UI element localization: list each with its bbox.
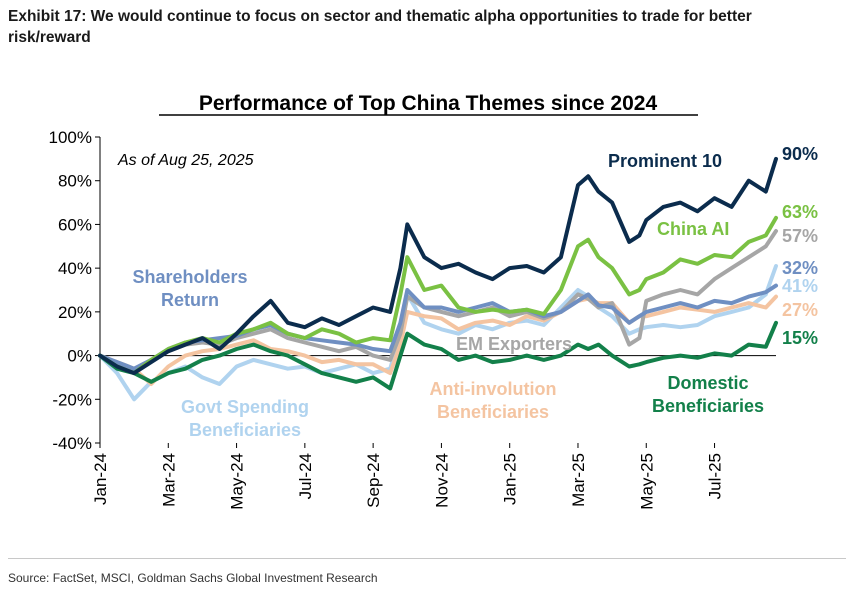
series-label-shareholders-return: Shareholders <box>132 267 247 287</box>
series-line-govt-spending-beneficiaries <box>98 264 778 402</box>
x-tick-label: Jan-25 <box>501 453 520 505</box>
series-label-domestic-beneficiaries: Domestic <box>667 373 748 393</box>
x-tick-label: Mar-25 <box>569 453 588 507</box>
end-value-label-anti-involution-beneficiaries: 27% <box>782 300 818 320</box>
x-tick-label: Jul-24 <box>296 453 315 499</box>
exhibit-caption: Exhibit 17: We would continue to focus o… <box>8 6 808 48</box>
end-value-label-prominent-10: 90% <box>782 144 818 164</box>
x-tick-label: Mar-24 <box>159 453 178 507</box>
exhibit-caption-line2: risk/reward <box>8 29 91 46</box>
y-tick-label: 60% <box>58 215 92 234</box>
series-line-prominent-10 <box>98 156 778 376</box>
end-value-label-em-exporters: 57% <box>782 226 818 246</box>
x-tick-label: Jul-25 <box>706 453 725 499</box>
series-label-govt-spending-beneficiaries: Govt Spending <box>181 397 309 417</box>
source-note: Source: FactSet, MSCI, Goldman Sachs Glo… <box>8 571 378 585</box>
y-tick-label: -40% <box>52 434 92 453</box>
end-value-label-govt-spending-beneficiaries: 41% <box>782 276 818 296</box>
series-line-em-exporters <box>98 229 778 373</box>
x-tick-label: Jan-24 <box>91 453 110 505</box>
series-line-domestic-beneficiaries <box>98 320 778 391</box>
series-label-anti-involution-beneficiaries: Anti-involution <box>430 379 557 399</box>
performance-chart: Performance of Top China Themes since 20… <box>49 92 819 510</box>
end-value-label-shareholders-return: 32% <box>782 258 818 278</box>
series-label-china-ai: China AI <box>657 219 729 239</box>
series-label-shareholders-return: Return <box>161 290 219 310</box>
as-of-annotation: As of Aug 25, 2025 <box>117 152 254 169</box>
series-line-china-ai <box>98 215 778 376</box>
series-label-prominent-10: Prominent 10 <box>608 151 722 171</box>
y-tick-label: 40% <box>58 259 92 278</box>
x-tick-label: Sep-24 <box>364 453 383 508</box>
series-label-domestic-beneficiaries: Beneficiaries <box>652 396 764 416</box>
end-value-label-domestic-beneficiaries: 15% <box>782 328 818 348</box>
chart-title: Performance of Top China Themes since 20… <box>199 92 658 115</box>
y-tick-label: 0% <box>67 347 92 366</box>
series-lines <box>98 156 778 402</box>
y-tick-label: 20% <box>58 303 92 322</box>
footer-rule <box>8 558 846 559</box>
series-label-em-exporters: EM Exporters <box>456 334 572 354</box>
exhibit-caption-line1: Exhibit 17: We would continue to focus o… <box>8 8 752 25</box>
end-value-label-china-ai: 63% <box>782 202 818 222</box>
series-label-anti-involution-beneficiaries: Beneficiaries <box>437 402 549 422</box>
x-tick-label: Nov-24 <box>432 453 451 508</box>
series-label-govt-spending-beneficiaries: Beneficiaries <box>189 420 301 440</box>
x-tick-label: May-25 <box>637 453 656 510</box>
y-tick-label: 80% <box>58 172 92 191</box>
y-tick-label: 100% <box>49 128 92 147</box>
series-line-shareholders-return <box>98 283 778 371</box>
y-tick-label: -20% <box>52 390 92 409</box>
y-axis: -40% -20% 0% 20% 40% 60% 80% 100% <box>49 128 101 453</box>
series-labels: Prominent 10 90% China AI 63% EM Exporters 57… <box>132 144 818 440</box>
x-tick-label: May-24 <box>228 453 247 510</box>
